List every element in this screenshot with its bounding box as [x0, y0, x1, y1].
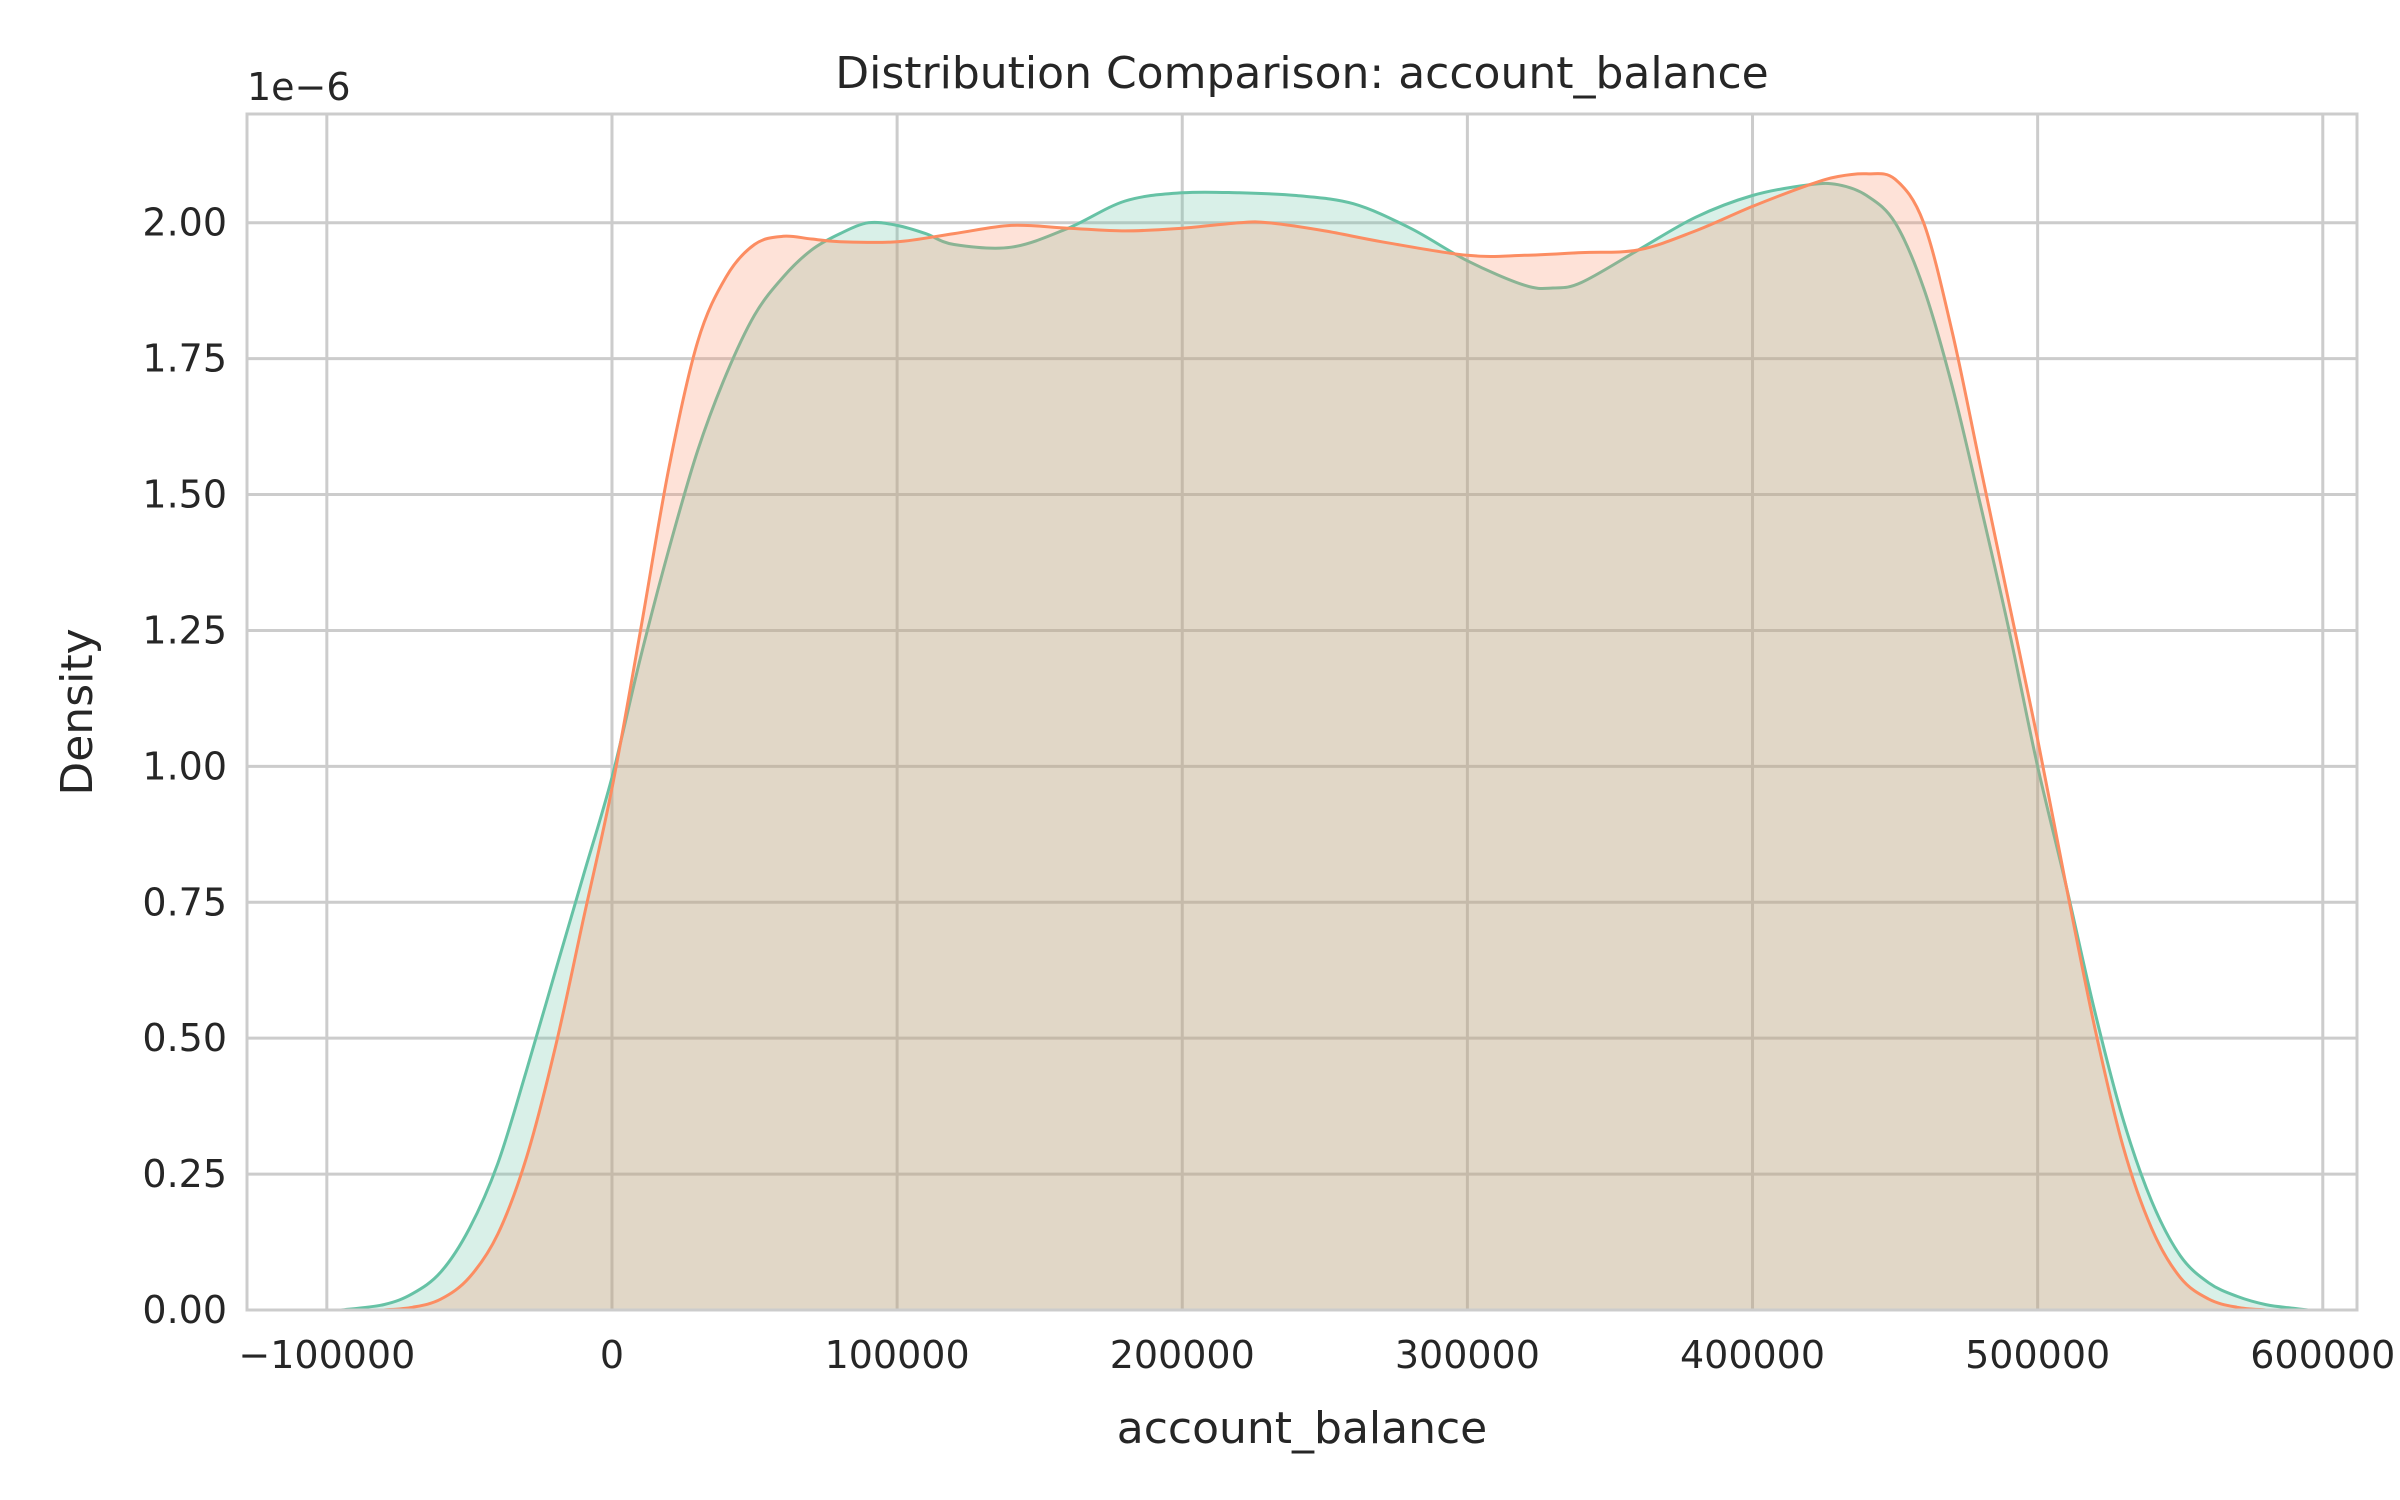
- y-tick-label: 2.00: [142, 201, 227, 245]
- y-tick-label: 1.50: [142, 473, 227, 517]
- y-tick-label: 1.00: [142, 744, 227, 788]
- y-tick-label: 0.00: [142, 1288, 227, 1332]
- y-tick-label: 0.75: [142, 880, 227, 924]
- x-tick-label: 200000: [1110, 1333, 1255, 1377]
- x-axis-label: account_balance: [1117, 1403, 1488, 1454]
- y-axis-offset-label: 1e−6: [247, 65, 351, 109]
- x-tick-label: 400000: [1680, 1333, 1825, 1377]
- x-tick-label: 600000: [2250, 1333, 2395, 1377]
- chart-title: Distribution Comparison: account_balance: [835, 48, 1768, 99]
- series-1-area: [341, 183, 2309, 1311]
- y-axis-label: Density: [52, 628, 103, 795]
- x-tick-label: 500000: [1965, 1333, 2110, 1377]
- grid: [247, 114, 2357, 1312]
- x-tick-label: 0: [600, 1333, 624, 1377]
- y-tick-label: 0.50: [142, 1016, 227, 1060]
- series-2-area: [383, 173, 2266, 1310]
- y-tick-label: 0.25: [142, 1152, 227, 1196]
- series-layer: [340, 172, 2309, 1312]
- y-tick-label: 1.25: [142, 608, 227, 652]
- x-tick-label: −100000: [238, 1333, 415, 1377]
- y-tick-label: 1.75: [142, 337, 227, 381]
- series-2-line: [383, 172, 2266, 1312]
- tick-labels: −100000 0 100000 200000 300000 400000 500000 60…: [142, 201, 2395, 1377]
- x-tick-label: 100000: [825, 1333, 970, 1377]
- plot-frame: [245, 112, 2359, 1312]
- x-tick-label: 300000: [1395, 1333, 1540, 1377]
